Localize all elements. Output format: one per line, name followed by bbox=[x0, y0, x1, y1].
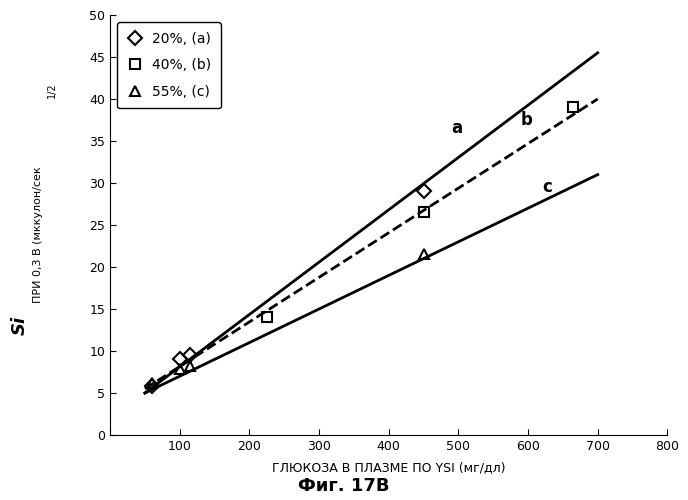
Text: ПРИ 0,3 В (мккулон/сек: ПРИ 0,3 В (мккулон/сек bbox=[33, 166, 43, 304]
X-axis label: ГЛЮКОЗА В ПЛАЗМЕ ПО YSI (мг/дл): ГЛЮКОЗА В ПЛАЗМЕ ПО YSI (мг/дл) bbox=[272, 461, 506, 474]
Text: c: c bbox=[542, 178, 552, 196]
Text: 1/2: 1/2 bbox=[47, 82, 56, 98]
Text: b: b bbox=[521, 111, 533, 129]
Text: Si: Si bbox=[10, 316, 28, 334]
Legend: 20%, (a), 40%, (b), 55%, (c): 20%, (a), 40%, (b), 55%, (c) bbox=[117, 22, 221, 108]
Text: a: a bbox=[451, 120, 462, 138]
Text: Фиг. 17В: Фиг. 17В bbox=[299, 477, 389, 495]
